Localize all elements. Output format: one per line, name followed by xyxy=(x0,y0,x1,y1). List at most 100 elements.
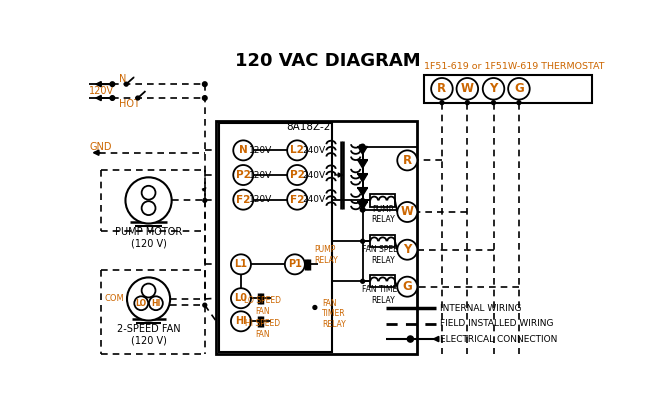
Text: FAN
TIMER
RELAY: FAN TIMER RELAY xyxy=(322,299,346,328)
Bar xyxy=(218,124,332,352)
Text: P1: P1 xyxy=(288,259,302,269)
Circle shape xyxy=(141,186,155,200)
Circle shape xyxy=(110,82,115,86)
Text: PUMP
RELAY: PUMP RELAY xyxy=(314,246,338,265)
Text: W: W xyxy=(461,82,474,95)
Text: LO: LO xyxy=(135,299,147,308)
Circle shape xyxy=(397,150,417,171)
Text: FIELD INSTALLED WIRING: FIELD INSTALLED WIRING xyxy=(440,319,553,328)
Circle shape xyxy=(125,82,128,86)
Circle shape xyxy=(483,78,505,100)
Circle shape xyxy=(136,96,140,100)
Text: 240V: 240V xyxy=(303,146,326,155)
Text: Y: Y xyxy=(403,243,411,256)
Text: 120V: 120V xyxy=(89,86,115,96)
Circle shape xyxy=(360,199,364,202)
Text: PUMP MOTOR
(120 V): PUMP MOTOR (120 V) xyxy=(115,227,182,248)
Text: Y: Y xyxy=(489,82,498,95)
Circle shape xyxy=(407,336,413,342)
Circle shape xyxy=(231,254,251,274)
Circle shape xyxy=(287,190,307,210)
Circle shape xyxy=(397,277,417,297)
Circle shape xyxy=(287,140,307,160)
Circle shape xyxy=(110,96,115,100)
Circle shape xyxy=(360,207,365,212)
Polygon shape xyxy=(358,174,367,182)
Circle shape xyxy=(141,284,155,297)
Circle shape xyxy=(233,140,253,160)
Text: L1: L1 xyxy=(234,259,247,269)
Text: R: R xyxy=(438,82,446,95)
Text: W: W xyxy=(401,205,414,218)
Bar xyxy=(371,235,395,247)
Text: LO SPEED
FAN: LO SPEED FAN xyxy=(244,296,281,316)
Circle shape xyxy=(285,254,305,274)
Circle shape xyxy=(431,78,453,100)
Circle shape xyxy=(127,277,170,321)
Text: 240V: 240V xyxy=(303,171,326,179)
Text: F2: F2 xyxy=(290,195,304,204)
Text: N: N xyxy=(119,74,126,84)
Circle shape xyxy=(397,240,417,260)
Text: FAN TIMER
RELAY: FAN TIMER RELAY xyxy=(362,285,403,305)
Circle shape xyxy=(149,296,163,310)
Circle shape xyxy=(360,144,365,149)
Circle shape xyxy=(202,96,207,100)
Text: P2: P2 xyxy=(236,170,251,180)
Circle shape xyxy=(466,101,469,105)
Text: L0: L0 xyxy=(234,293,247,303)
Circle shape xyxy=(456,78,478,100)
Text: 240V: 240V xyxy=(303,195,326,204)
Text: FAN SPEED
RELAY: FAN SPEED RELAY xyxy=(362,246,403,265)
Text: HI: HI xyxy=(151,299,161,308)
Polygon shape xyxy=(358,188,367,196)
Text: F2: F2 xyxy=(236,195,251,204)
Circle shape xyxy=(203,199,207,202)
Text: COM: COM xyxy=(104,295,124,303)
Bar xyxy=(216,121,417,354)
Text: ELECTRICAL CONNECTION: ELECTRICAL CONNECTION xyxy=(440,334,557,344)
Text: L2: L2 xyxy=(290,145,304,155)
Text: G: G xyxy=(514,82,524,95)
Text: R: R xyxy=(403,154,412,167)
Circle shape xyxy=(492,101,495,105)
Text: HI: HI xyxy=(235,316,247,326)
Bar xyxy=(371,194,395,207)
Circle shape xyxy=(231,311,251,331)
Circle shape xyxy=(397,202,417,222)
Text: 1F51-619 or 1F51W-619 THERMOSTAT: 1F51-619 or 1F51W-619 THERMOSTAT xyxy=(424,62,605,71)
Polygon shape xyxy=(358,202,367,210)
Text: PUMP
RELAY: PUMP RELAY xyxy=(371,204,395,224)
Polygon shape xyxy=(358,160,367,168)
Circle shape xyxy=(313,305,317,309)
Text: 2-SPEED FAN
(120 V): 2-SPEED FAN (120 V) xyxy=(117,324,180,346)
Text: HI SPEED
FAN: HI SPEED FAN xyxy=(245,319,280,339)
Circle shape xyxy=(508,78,530,100)
Circle shape xyxy=(440,101,444,105)
Circle shape xyxy=(287,165,307,185)
Circle shape xyxy=(141,201,155,215)
Text: GND: GND xyxy=(89,142,112,152)
Circle shape xyxy=(233,165,253,185)
Text: 120 VAC DIAGRAM: 120 VAC DIAGRAM xyxy=(235,52,421,70)
Text: 120V: 120V xyxy=(249,171,272,179)
Text: HOT: HOT xyxy=(119,99,139,109)
Circle shape xyxy=(231,288,251,308)
Text: P2: P2 xyxy=(289,170,305,180)
Circle shape xyxy=(125,177,172,223)
Text: N: N xyxy=(239,145,248,155)
Text: G: G xyxy=(403,280,412,293)
Text: 120V: 120V xyxy=(249,146,272,155)
Polygon shape xyxy=(358,147,367,154)
Circle shape xyxy=(233,190,253,210)
Circle shape xyxy=(360,279,364,283)
Circle shape xyxy=(203,303,207,307)
Bar xyxy=(424,75,592,103)
Circle shape xyxy=(202,82,207,86)
Text: 8A18Z-2: 8A18Z-2 xyxy=(287,122,331,132)
Bar xyxy=(371,275,395,287)
Text: INTERNAL WIRING: INTERNAL WIRING xyxy=(440,304,521,313)
Text: 120V: 120V xyxy=(249,195,272,204)
Circle shape xyxy=(360,239,364,243)
Circle shape xyxy=(517,101,521,105)
